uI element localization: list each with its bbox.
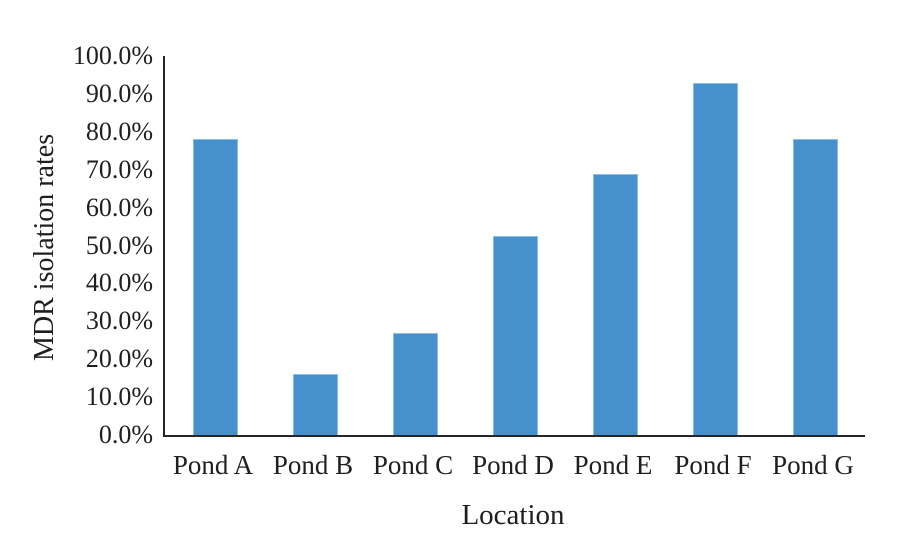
x-label-pond-d: Pond D bbox=[472, 450, 554, 480]
x-label-pond-a: Pond A bbox=[172, 450, 254, 480]
bar-slot-pond-c bbox=[365, 56, 465, 435]
bar-slot-pond-a bbox=[165, 56, 265, 435]
x-label-pond-f: Pond F bbox=[674, 450, 752, 480]
x-label-pond-g: Pond G bbox=[772, 450, 854, 480]
x-label-pond-b: Pond B bbox=[272, 450, 354, 480]
bar-pond-d bbox=[492, 236, 538, 435]
x-label-pond-c: Pond C bbox=[372, 450, 454, 480]
bar-slot-pond-g bbox=[765, 56, 865, 435]
bar-pond-b bbox=[292, 374, 338, 435]
bar-pond-e bbox=[592, 173, 638, 435]
y-tick-label-20: 20.0% bbox=[85, 344, 153, 374]
y-tick-label-0: 0.0% bbox=[98, 420, 153, 449]
y-tick-label-40: 40.0% bbox=[85, 268, 153, 298]
bar-pond-f bbox=[692, 82, 738, 435]
plot-area bbox=[163, 56, 865, 437]
bar-pond-a bbox=[192, 139, 238, 435]
y-tick-label-60: 60.0% bbox=[85, 192, 153, 222]
bar-pond-g bbox=[792, 139, 838, 435]
y-tick-label-100: 100.0% bbox=[72, 41, 153, 70]
bars-container bbox=[165, 56, 865, 435]
bar-slot-pond-d bbox=[465, 56, 565, 435]
bar-slot-pond-f bbox=[665, 56, 765, 435]
bar-pond-c bbox=[392, 332, 438, 435]
y-tick-label-10: 10.0% bbox=[85, 382, 153, 412]
y-tick-label-80: 80.0% bbox=[85, 116, 153, 146]
bar-slot-pond-e bbox=[565, 56, 665, 435]
y-tick-label-90: 90.0% bbox=[85, 78, 153, 108]
y-axis-tick-labels: 0.0% 10.0% 20.0% 30.0% 40.0% 50.0% 60.0% 70.0% 8… bbox=[0, 0, 153, 539]
y-tick-label-30: 30.0% bbox=[85, 306, 153, 336]
bar-slot-pond-b bbox=[265, 56, 365, 435]
x-axis-title: Location bbox=[461, 499, 565, 531]
y-tick-label-50: 50.0% bbox=[85, 230, 153, 260]
x-label-pond-e: Pond E bbox=[573, 450, 653, 480]
x-axis-category-labels: Pond A Pond B Pond C Pond D Pond E Pond F Pond… bbox=[163, 450, 863, 480]
y-tick-label-70: 70.0% bbox=[85, 154, 153, 184]
